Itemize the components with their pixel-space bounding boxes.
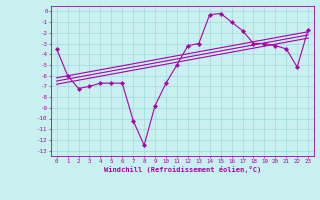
- X-axis label: Windchill (Refroidissement éolien,°C): Windchill (Refroidissement éolien,°C): [104, 166, 261, 173]
